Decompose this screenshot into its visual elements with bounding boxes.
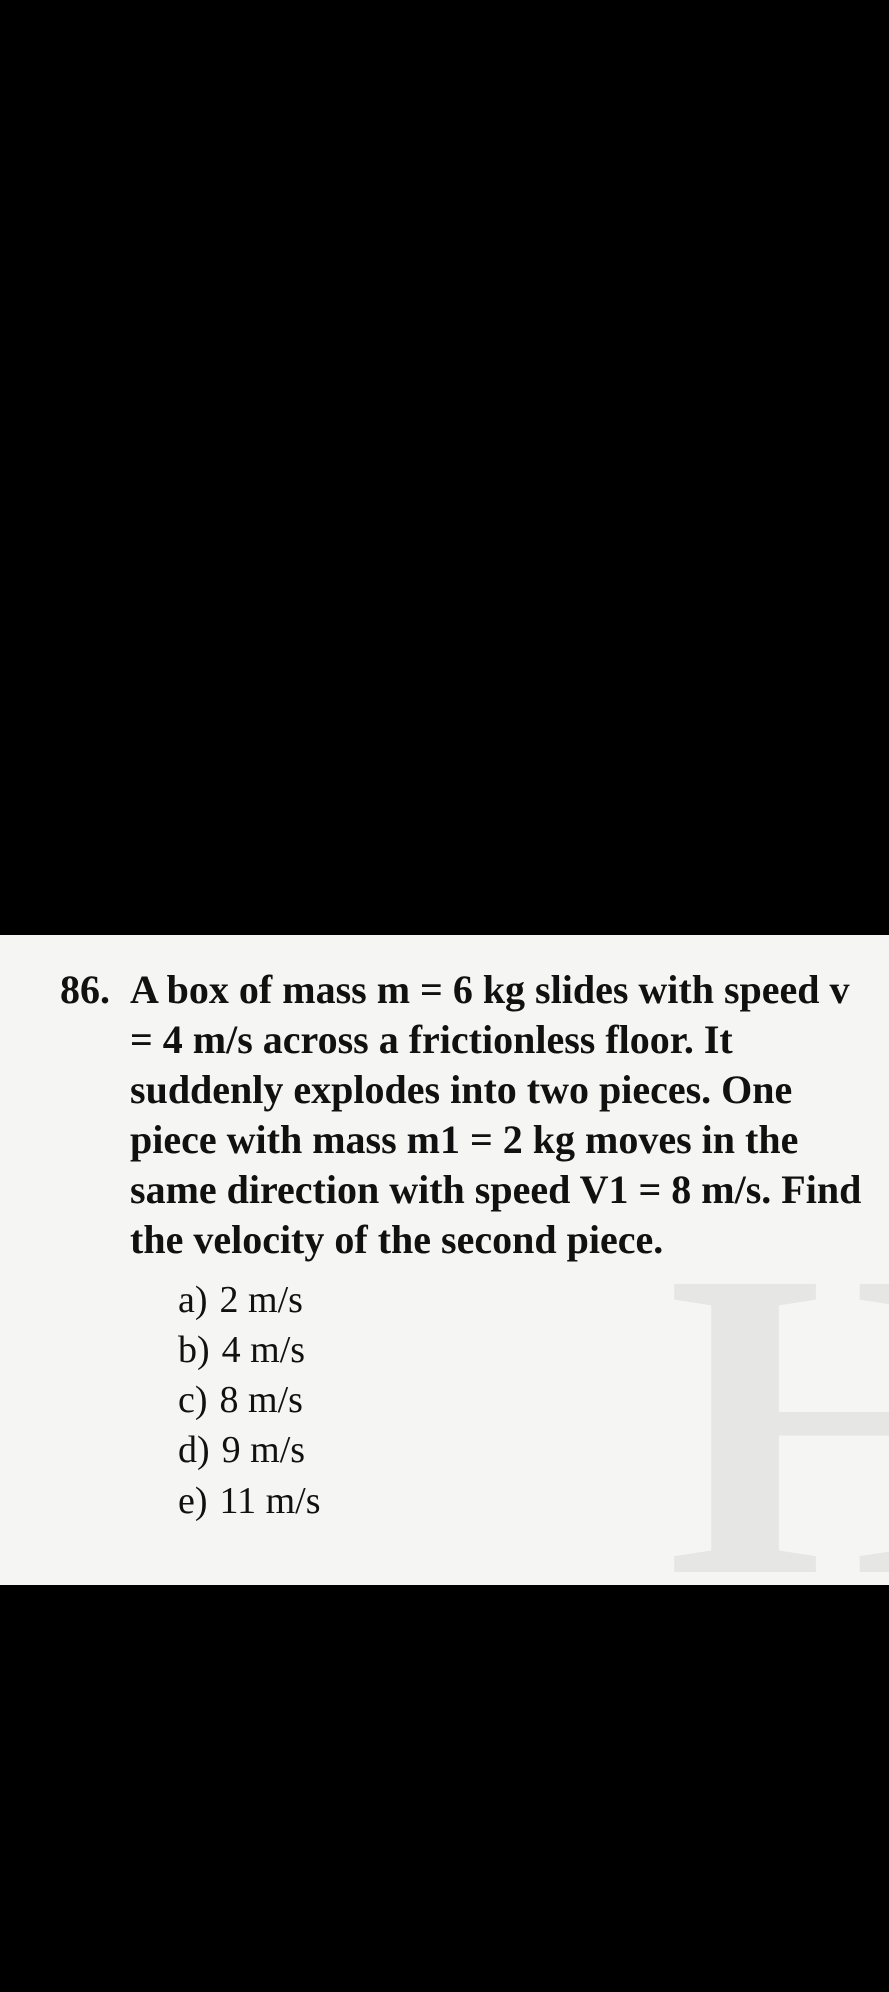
option-letter: a) — [178, 1275, 208, 1325]
option-d: d) 9 m/s — [178, 1425, 869, 1475]
paper-region: H 86. A box of mass m = 6 kg slides with… — [0, 935, 889, 1585]
option-letter: d) — [178, 1425, 210, 1475]
option-c: c) 8 m/s — [178, 1375, 869, 1425]
option-text: 8 m/s — [220, 1375, 303, 1425]
options-list: a) 2 m/s b) 4 m/s c) 8 m/s d) 9 m/s e) — [130, 1275, 869, 1526]
option-letter: e) — [178, 1476, 208, 1526]
option-b: b) 4 m/s — [178, 1325, 869, 1375]
option-text: 11 m/s — [220, 1476, 321, 1526]
question-body: A box of mass m = 6 kg slides with speed… — [130, 965, 869, 1526]
option-letter: c) — [178, 1375, 208, 1425]
question-block: 86. A box of mass m = 6 kg slides with s… — [60, 965, 869, 1526]
option-text: 4 m/s — [222, 1325, 305, 1375]
question-number: 86. — [60, 965, 110, 1526]
option-text: 2 m/s — [220, 1275, 303, 1325]
question-stem: A box of mass m = 6 kg slides with speed… — [130, 965, 869, 1265]
option-text: 9 m/s — [222, 1425, 305, 1475]
option-a: a) 2 m/s — [178, 1275, 869, 1325]
option-e: e) 11 m/s — [178, 1476, 869, 1526]
option-letter: b) — [178, 1325, 210, 1375]
